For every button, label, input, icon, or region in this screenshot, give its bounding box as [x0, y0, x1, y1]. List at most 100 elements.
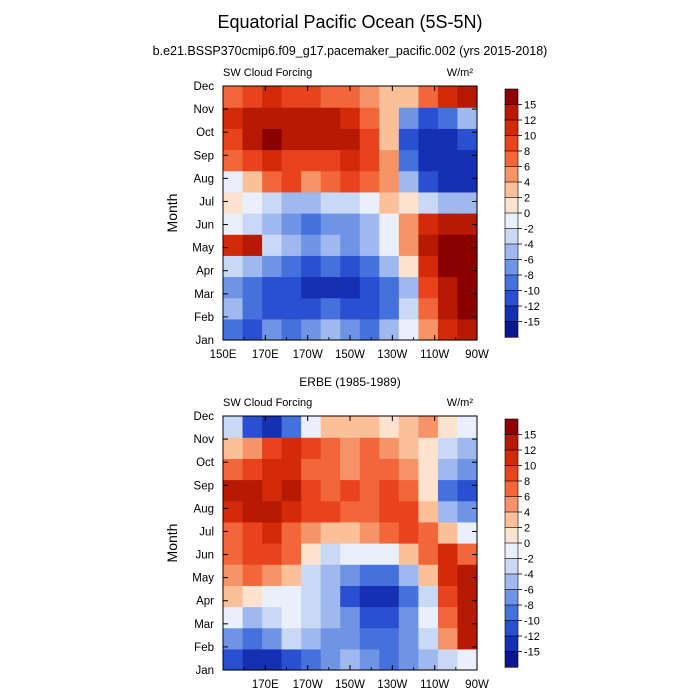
heatmap-cell	[340, 500, 361, 523]
heatmap-cell	[437, 500, 459, 523]
heatmap-cell	[320, 500, 341, 523]
heatmap-cell	[398, 458, 419, 481]
heatmap-cell	[320, 564, 341, 586]
heatmap-cell	[418, 107, 439, 129]
heatmap-cell	[281, 437, 302, 459]
colorbar-swatch	[504, 243, 519, 261]
heatmap-cell	[262, 107, 283, 129]
colorbar-swatch	[504, 135, 519, 152]
heatmap-cell	[301, 521, 322, 544]
heatmap-cell	[340, 627, 361, 650]
heatmap-cell	[418, 191, 439, 214]
heatmap-cell	[223, 543, 244, 565]
heatmap-cell	[262, 521, 283, 544]
heatmap-cell	[320, 297, 341, 320]
heatmap-cell	[242, 318, 263, 341]
heatmap-cell	[281, 606, 302, 629]
heatmap-cell	[379, 297, 400, 320]
heatmap-cell	[437, 521, 459, 544]
colorbar-label: -4	[524, 239, 534, 251]
colorbar-label: 2	[524, 523, 530, 535]
colorbar-swatch	[504, 496, 519, 513]
heatmap-cell	[281, 458, 302, 481]
heatmap-cell	[398, 128, 419, 151]
heatmap-cell	[262, 500, 283, 523]
heatmap-cell	[457, 234, 478, 256]
heatmap-cell	[340, 564, 361, 586]
heatmap-cell	[359, 234, 380, 256]
colorbar-swatch	[504, 290, 519, 307]
heatmap-cell	[262, 648, 283, 671]
heatmap-cell	[262, 543, 283, 565]
heatmap-cell	[418, 564, 439, 586]
heatmap-cell	[223, 191, 244, 214]
heatmap-cell	[398, 564, 419, 586]
heatmap-panel-1: SW Cloud Forcing W/m² Month Jan Feb Mar Apr May…	[164, 67, 540, 361]
colorbar-label: 15	[524, 100, 536, 112]
heatmap-cell	[437, 128, 459, 151]
heatmap-cell	[457, 627, 478, 650]
heatmap-cell	[379, 86, 400, 108]
colorbar-swatch	[504, 197, 519, 214]
heatmap-cell	[223, 458, 244, 481]
heatmap-cell	[301, 479, 322, 502]
heatmap-cell	[437, 318, 459, 341]
colorbar-swatch	[504, 150, 519, 168]
colorbar-label: -15	[524, 317, 540, 329]
y-tick-label: May	[192, 573, 214, 585]
x-tick-label: 170E	[252, 349, 279, 361]
heatmap-cell	[398, 521, 419, 544]
heatmap-cell	[379, 648, 400, 671]
colorbar-label: 8	[524, 146, 530, 158]
heatmap-cell	[437, 543, 459, 565]
heatmap-cell	[359, 416, 380, 438]
heatmap-cell	[437, 648, 459, 671]
x-tick-label: 170E	[252, 679, 279, 691]
heatmap-cell	[359, 86, 380, 108]
heatmap-cell	[340, 648, 361, 671]
heatmap-cell	[301, 437, 322, 459]
heatmap-cell	[223, 318, 244, 341]
heatmap-cell	[223, 234, 244, 256]
heatmap-cell	[359, 521, 380, 544]
heatmap-cell	[418, 297, 439, 320]
heatmap-cell	[379, 318, 400, 341]
heatmap-cell	[281, 585, 302, 608]
colorbar: 15 12 10 8 6 4 2 0 -2 -4 -6 -8 -10 -12 -15	[504, 88, 540, 338]
heatmap-cell	[281, 149, 302, 172]
heatmap-cell	[262, 297, 283, 320]
colorbar-label: -6	[524, 255, 534, 267]
heatmap-cell	[223, 276, 244, 299]
heatmap-cell	[418, 648, 439, 671]
heatmap-cell	[223, 255, 244, 278]
heatmap-cell	[242, 479, 263, 502]
heatmap-cell	[359, 255, 380, 278]
heatmap-cell	[418, 86, 439, 108]
colorbar-label: 15	[524, 430, 536, 442]
heatmap-cell	[281, 107, 302, 129]
heatmap-cell	[379, 234, 400, 256]
heatmap-cell	[262, 234, 283, 256]
panel-left-label: SW Cloud Forcing	[223, 67, 312, 79]
heatmap-cell	[359, 627, 380, 650]
heatmap-cell	[281, 213, 302, 235]
heatmap-cell	[301, 170, 322, 193]
y-axis-label: Month	[164, 194, 180, 233]
heatmap-cell	[418, 170, 439, 193]
heatmap-cell	[281, 234, 302, 256]
colorbar-swatch	[504, 542, 519, 560]
heatmap-cell	[320, 276, 341, 299]
heatmap-cell	[340, 149, 361, 172]
heatmap-cell	[340, 458, 361, 481]
heatmap-cell	[379, 149, 400, 172]
colorbar-swatch	[504, 573, 519, 591]
heatmap-cell	[301, 234, 322, 256]
colorbar-label: -15	[524, 647, 540, 659]
heatmap-cell	[262, 606, 283, 629]
heatmap-cell	[457, 500, 478, 523]
heatmap-cell	[359, 170, 380, 193]
heatmap-cell	[418, 128, 439, 151]
heatmap-cell	[301, 255, 322, 278]
heatmap-cell	[242, 255, 263, 278]
heatmap-cell	[320, 86, 341, 108]
